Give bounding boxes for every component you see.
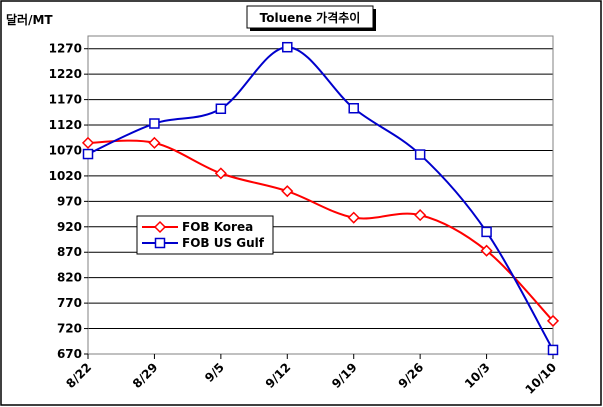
data-point-fob-korea — [148, 136, 161, 149]
y-tick-label: 870 — [57, 245, 82, 259]
legend-marker-fob-korea — [153, 220, 167, 234]
data-point-fob-us-gulf — [414, 149, 426, 160]
legend-label-fob-korea: FOB Korea — [182, 220, 253, 234]
y-tick-label: 920 — [57, 220, 82, 234]
y-tick-label: 770 — [57, 296, 82, 310]
series-layer — [81, 41, 560, 356]
y-tick-label: 1220 — [49, 67, 82, 81]
y-tick-label: 670 — [57, 347, 82, 361]
y-tick-label: 1120 — [49, 118, 82, 132]
y-tick-label: 1070 — [49, 143, 82, 157]
data-point-fob-korea — [480, 244, 493, 257]
gridlines — [88, 48, 553, 330]
data-point-fob-us-gulf — [348, 102, 359, 114]
title-box — [246, 5, 374, 29]
data-point-fob-us-gulf — [215, 103, 227, 115]
data-point-fob-korea — [81, 136, 95, 149]
data-point-fob-korea — [347, 211, 360, 224]
data-point-fob-us-gulf — [82, 148, 94, 160]
legend: FOB Korea FOB US Gulf — [136, 215, 274, 255]
data-point-fob-korea — [414, 209, 427, 222]
chart-title-box: Toluene 가격추이 — [246, 5, 376, 31]
chart-title: Toluene 가격추이 — [260, 10, 361, 25]
y-tick-label: 720 — [57, 322, 82, 336]
data-point-fob-korea — [546, 314, 560, 327]
data-point-fob-korea — [281, 185, 294, 198]
y-tick-label: 1270 — [49, 42, 82, 56]
y-tick-label: 970 — [57, 194, 82, 208]
y-tick-label: 1020 — [49, 169, 82, 183]
y-tick-label: 1170 — [49, 93, 82, 107]
legend-label-fob-us-gulf: FOB US Gulf — [182, 236, 265, 250]
data-point-fob-us-gulf — [481, 226, 492, 238]
data-point-fob-us-gulf — [547, 344, 559, 356]
data-point-fob-us-gulf — [149, 118, 160, 129]
y-axis-ticks: 670 720 770 820 870 920 970 1020 1070 1120 1170 122… — [49, 42, 88, 361]
legend-marker-fob-us-gulf — [154, 237, 166, 249]
plot-area-border — [87, 35, 554, 355]
y-tick-label: 820 — [57, 271, 82, 285]
data-point-fob-us-gulf — [282, 41, 293, 53]
data-point-fob-korea — [214, 167, 227, 180]
y-axis-label: 달러/MT — [6, 12, 53, 27]
